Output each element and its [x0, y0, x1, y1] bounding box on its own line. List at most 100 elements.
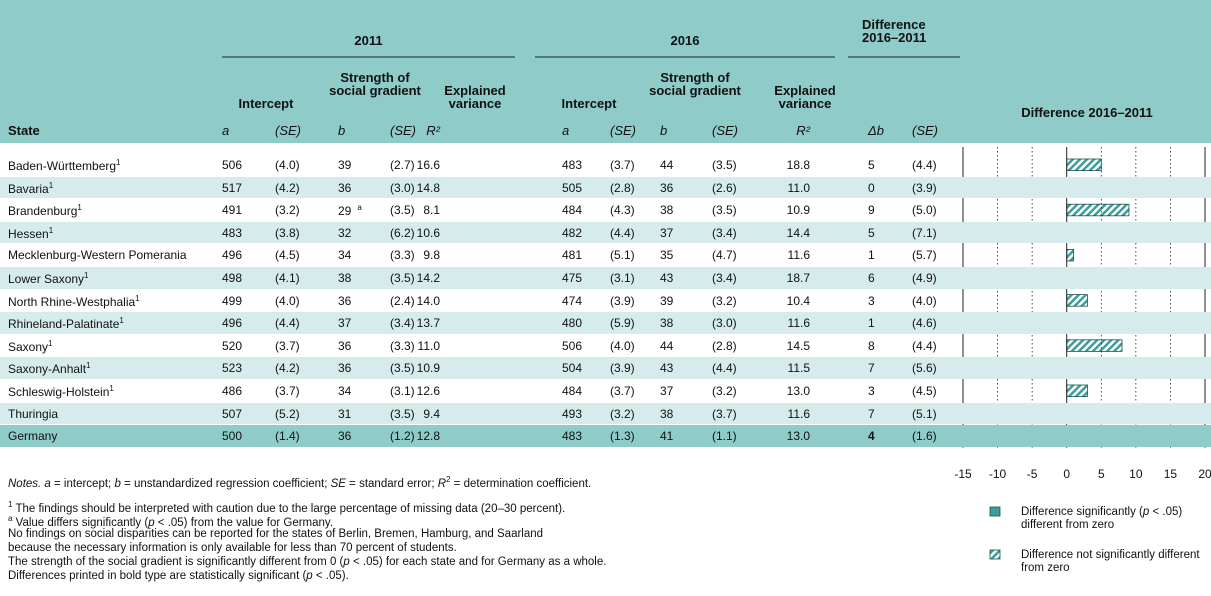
x-tick-label: -15 — [954, 467, 972, 481]
text-run: No findings on social disparities can be… — [8, 528, 544, 540]
cell: 38 — [338, 271, 352, 285]
text-run: = standard error; — [345, 477, 438, 490]
state-name: Thuringia — [8, 407, 58, 421]
text-run: < .05) different from zero — [1021, 506, 1183, 531]
cell: 43 — [660, 271, 674, 285]
delta-b: 6 — [868, 271, 875, 285]
cell: (3.2) — [275, 203, 300, 218]
cell: 493 — [562, 406, 583, 421]
cell: (4.4) — [712, 361, 737, 376]
cell: 498 — [222, 271, 243, 285]
cell: 475 — [562, 271, 583, 285]
delta-se: (5.7) — [912, 248, 937, 263]
delta-se: (7.1) — [912, 225, 937, 240]
cell: 14.5 — [786, 338, 810, 353]
cell: (5.9) — [610, 316, 635, 331]
text-run: Differences printed in bold type are sta… — [8, 570, 307, 582]
column-header: a — [222, 123, 230, 138]
header-band — [0, 0, 1211, 143]
cell: 44 — [660, 338, 674, 353]
column-header: b — [338, 123, 346, 138]
text-run: Value differs significantly ( — [12, 516, 149, 529]
group-header: 2011 — [354, 33, 383, 48]
cell: 36 — [338, 361, 352, 376]
text-run: R — [437, 477, 447, 490]
state-label: Saxony — [8, 339, 49, 354]
cell: (3.3) — [390, 338, 415, 353]
state-label: Saxony-Anhalt — [8, 362, 87, 377]
cell: (4.2) — [275, 180, 300, 195]
state-label: Germany — [8, 429, 58, 444]
cell: (3.1) — [390, 384, 415, 398]
cell: (1.4) — [275, 429, 300, 444]
text-run: < .05) for each state and for Germany as… — [349, 556, 607, 568]
cell: 16.6 — [416, 158, 440, 172]
cell: (3.8) — [275, 225, 300, 240]
column-header: R² — [796, 123, 810, 138]
state-label: Hessen — [8, 226, 49, 241]
difference-bar — [1066, 339, 1123, 352]
text-run: because the necessary information is onl… — [8, 542, 457, 554]
cell: 483 — [222, 225, 243, 240]
cell: (3.5) — [390, 271, 415, 285]
state-label: Bavaria — [8, 181, 49, 196]
state-label: Lower Saxony — [8, 272, 85, 286]
delta-b: 3 — [868, 293, 875, 308]
cell: 14.4 — [786, 225, 810, 240]
cell: (3.7) — [275, 384, 300, 398]
cell: 36 — [338, 429, 352, 444]
delta-b: 1 — [868, 316, 875, 331]
cell: 18.7 — [786, 271, 810, 285]
row-band — [0, 221, 1211, 244]
column-header: a — [562, 123, 570, 138]
delta-se: (4.4) — [912, 338, 937, 353]
cell: 39 — [660, 293, 674, 308]
text-run: Difference not significantly different f… — [1021, 549, 1200, 574]
cell: (4.3) — [610, 203, 635, 218]
row-band — [0, 312, 1211, 334]
note-line: because the necessary information is onl… — [8, 542, 457, 554]
cell: 12.6 — [416, 384, 440, 398]
cell: 11.0 — [417, 338, 440, 353]
cell: 31 — [338, 406, 352, 421]
cell: 10.4 — [786, 293, 810, 308]
cell: 507 — [222, 406, 243, 421]
text-run: p — [306, 570, 313, 582]
delta-b: 5 — [868, 225, 875, 240]
cell: 36 — [338, 293, 352, 308]
row-band — [0, 267, 1211, 289]
state-label: Mecklenburg-Western Pomerania — [8, 248, 187, 263]
state-label: Thuringia — [8, 406, 59, 421]
state-name: Rhineland-Palatinate1 — [8, 316, 124, 331]
cell: (3.4) — [712, 271, 737, 285]
cell: 12.8 — [416, 429, 440, 444]
cell: 10.6 — [416, 225, 440, 240]
cell: 36 — [338, 338, 352, 353]
cell: 491 — [222, 203, 243, 218]
cell: (2.4) — [390, 293, 415, 308]
cell: 11.6 — [787, 248, 810, 263]
state-name: Hessen1 — [8, 226, 53, 241]
text-run: < .05) from the value for Germany. — [154, 516, 334, 529]
state-label: Baden-Württemberg — [8, 159, 117, 173]
text-run: = determination coefficient. — [450, 477, 592, 490]
text-run: < .05). — [312, 570, 349, 582]
row-band — [0, 425, 1211, 447]
delta-se: (4.4) — [912, 158, 937, 172]
cell: (3.2) — [610, 406, 635, 421]
cell: 486 — [222, 384, 243, 398]
footnote-mark: 1 — [119, 316, 124, 326]
cell: 14.8 — [416, 180, 440, 195]
cell: (5.2) — [275, 406, 300, 421]
delta-b: 7 — [868, 361, 875, 376]
chart-title: Difference 2016–2011 — [1021, 105, 1153, 120]
cell: 500 — [222, 429, 243, 444]
text-run: The findings should be interpreted with … — [12, 502, 566, 515]
subgroup-header: Explained variance — [774, 83, 836, 111]
cell: (4.7) — [712, 248, 737, 263]
cell: 483 — [562, 429, 583, 444]
cell: (3.7) — [610, 384, 635, 398]
state-name: Bavaria1 — [8, 181, 53, 196]
difference-bar — [1066, 294, 1088, 307]
delta-b: 8 — [868, 338, 875, 353]
